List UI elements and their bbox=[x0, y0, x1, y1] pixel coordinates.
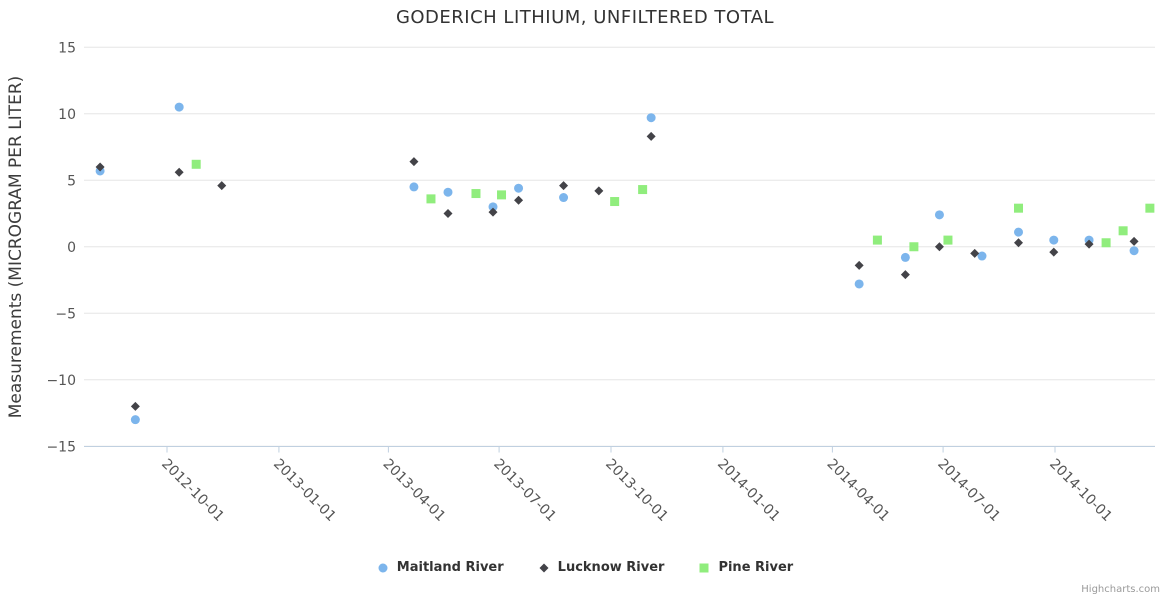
data-point-lucknow-river[interactable] bbox=[488, 207, 498, 217]
y-axis-tick-label: 5 bbox=[67, 173, 76, 189]
data-point-maitland-river[interactable] bbox=[934, 210, 944, 220]
legend-label-pine-river: Pine River bbox=[718, 560, 794, 575]
legend-square-icon bbox=[699, 563, 709, 572]
data-point-lucknow-river[interactable] bbox=[1084, 239, 1094, 249]
data-point-pine-river[interactable] bbox=[872, 235, 882, 245]
data-point-pine-river[interactable] bbox=[497, 190, 507, 200]
data-point-maitland-river[interactable] bbox=[646, 113, 656, 123]
data-point-lucknow-river[interactable] bbox=[174, 167, 184, 177]
data-point-lucknow-river[interactable] bbox=[217, 181, 227, 191]
data-point-lucknow-river[interactable] bbox=[900, 270, 910, 280]
data-point-maitland-river[interactable] bbox=[1014, 227, 1024, 237]
data-point-lucknow-river[interactable] bbox=[1129, 236, 1139, 246]
x-axis-tick-label: 2014-01-01 bbox=[714, 456, 783, 525]
chart-title: GODERICH LITHIUM, UNFILTERED TOTAL bbox=[395, 7, 775, 28]
legend: Maitland River Lucknow River Pine River bbox=[0, 560, 1170, 575]
data-point-lucknow-river[interactable] bbox=[409, 157, 419, 167]
y-axis-tick-label: 10 bbox=[58, 107, 76, 123]
data-point-lucknow-river[interactable] bbox=[970, 248, 980, 258]
data-point-lucknow-river[interactable] bbox=[95, 162, 105, 172]
legend-label-maitland-river: Maitland River bbox=[396, 560, 504, 575]
data-point-lucknow-river[interactable] bbox=[934, 242, 944, 252]
x-axis-tick-label: 2012-10-01 bbox=[158, 456, 227, 525]
y-axis-title: Measurements (MICROGRAM PER LITER) bbox=[6, 76, 26, 419]
data-point-lucknow-river[interactable] bbox=[1049, 247, 1059, 257]
scatter-plot-area: 15 10 5 0 −5 −10 −15 2012-10-01 2013-01-01 2013-0… bbox=[6, 40, 1155, 525]
data-point-maitland-river[interactable] bbox=[900, 252, 910, 262]
legend-circle-icon bbox=[378, 563, 388, 572]
data-point-lucknow-river[interactable] bbox=[854, 260, 864, 270]
data-point-lucknow-river[interactable] bbox=[646, 131, 656, 141]
data-point-maitland-river[interactable] bbox=[559, 193, 569, 203]
legend-item-maitland-river[interactable]: Maitland River bbox=[377, 560, 504, 575]
data-point-pine-river[interactable] bbox=[1014, 203, 1024, 213]
y-axis-tick-label: 0 bbox=[67, 240, 76, 256]
data-point-maitland-river[interactable] bbox=[1129, 246, 1139, 256]
y-axis-tick-label: −10 bbox=[46, 373, 76, 389]
data-point-maitland-river[interactable] bbox=[130, 415, 140, 425]
data-point-maitland-river[interactable] bbox=[174, 102, 184, 112]
data-point-lucknow-river[interactable] bbox=[130, 401, 140, 411]
data-point-maitland-river[interactable] bbox=[488, 202, 498, 212]
data-point-lucknow-river[interactable] bbox=[443, 209, 453, 218]
data-point-pine-river[interactable] bbox=[1145, 203, 1155, 213]
x-axis-tick-label: 2014-10-01 bbox=[1046, 456, 1115, 525]
x-axis-tick-label: 2014-04-01 bbox=[824, 456, 893, 525]
data-point-maitland-river[interactable] bbox=[1049, 235, 1059, 245]
x-axis-tick-label: 2013-07-01 bbox=[490, 456, 559, 525]
data-point-pine-river[interactable] bbox=[1101, 238, 1111, 248]
x-axis-tick-label: 2013-01-01 bbox=[270, 456, 339, 525]
legend-item-lucknow-river[interactable]: Lucknow River bbox=[538, 560, 665, 575]
data-point-pine-river[interactable] bbox=[638, 185, 648, 195]
y-axis-tick-label: 15 bbox=[58, 40, 76, 56]
data-point-maitland-river[interactable] bbox=[854, 279, 864, 289]
legend-diamond-icon bbox=[539, 563, 549, 572]
data-point-pine-river[interactable] bbox=[426, 194, 436, 204]
data-point-maitland-river[interactable] bbox=[977, 251, 987, 261]
data-point-maitland-river[interactable] bbox=[443, 187, 453, 197]
x-axis-tick-label: 2013-10-01 bbox=[602, 456, 671, 525]
data-point-pine-river[interactable] bbox=[471, 189, 481, 199]
y-axis-tick-label: −15 bbox=[46, 439, 76, 455]
data-point-maitland-river[interactable] bbox=[514, 183, 524, 193]
data-point-maitland-river[interactable] bbox=[409, 182, 419, 192]
data-point-pine-river[interactable] bbox=[610, 197, 620, 207]
x-axis-tick-label: 2013-04-01 bbox=[380, 456, 449, 525]
data-point-pine-river[interactable] bbox=[191, 159, 201, 169]
data-point-pine-river[interactable] bbox=[943, 235, 953, 245]
highcharts-credit-link[interactable]: Highcharts.com bbox=[1081, 584, 1160, 595]
data-point-lucknow-river[interactable] bbox=[559, 181, 569, 191]
data-point-lucknow-river[interactable] bbox=[1014, 238, 1024, 248]
x-axis-tick-label: 2014-07-01 bbox=[934, 456, 1003, 525]
legend-item-pine-river[interactable]: Pine River bbox=[698, 560, 793, 575]
data-point-lucknow-river[interactable] bbox=[594, 186, 604, 196]
y-axis-tick-label: −5 bbox=[55, 306, 76, 322]
data-point-lucknow-river[interactable] bbox=[514, 195, 524, 205]
data-point-pine-river[interactable] bbox=[1118, 226, 1128, 236]
data-point-pine-river[interactable] bbox=[909, 242, 919, 252]
legend-label-lucknow-river: Lucknow River bbox=[557, 560, 665, 575]
